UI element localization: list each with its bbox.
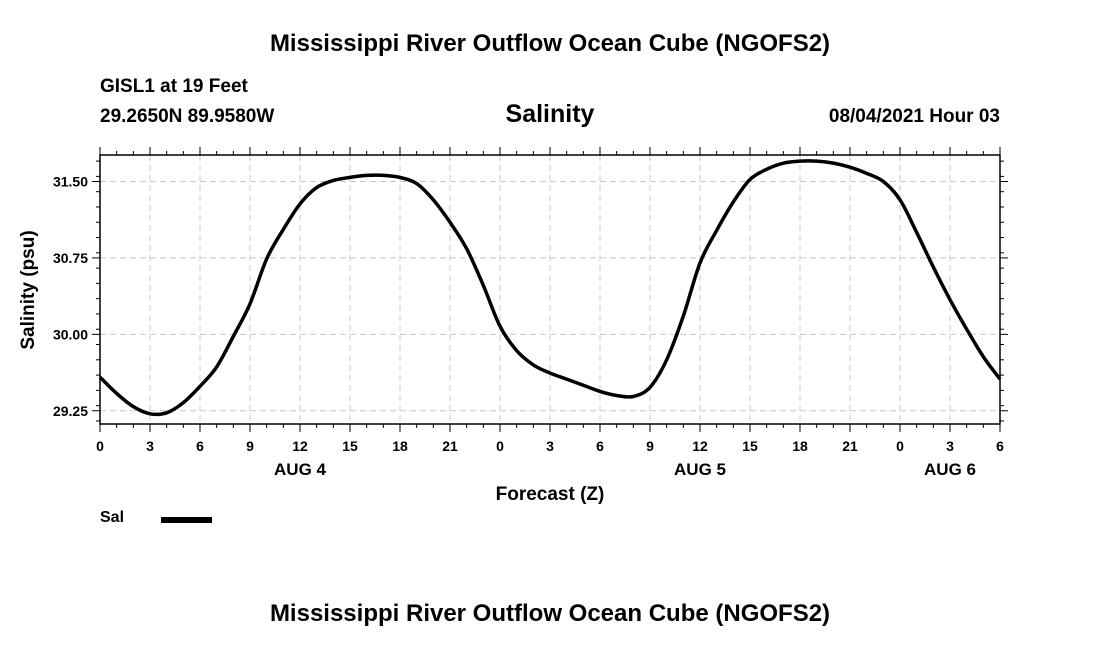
x-tick-label: 0	[96, 438, 104, 454]
plot-frame	[99, 154, 1001, 425]
x-tick-label: 0	[896, 438, 904, 454]
x-tick-label: 9	[646, 438, 654, 454]
x-tick-label: 15	[342, 438, 358, 454]
x-tick-label: 18	[792, 438, 808, 454]
legend-swatch	[161, 517, 212, 523]
date-label: AUG 5	[674, 460, 726, 479]
x-tick-labels: 0 3 6 9 12 15 18 21 0 3 6 9 12 15 18 21 0 3 6	[96, 438, 1004, 454]
grid-lines	[100, 155, 1000, 424]
x-tick-label: 3	[146, 438, 154, 454]
x-tick-label: 6	[596, 438, 604, 454]
y-tick-label: 30.75	[53, 250, 88, 266]
y-tick-label: 30.00	[53, 326, 88, 342]
x-tick-label: 12	[692, 438, 708, 454]
x-tick-label: 3	[546, 438, 554, 454]
station-label: GISL1 at 19 Feet	[100, 76, 248, 97]
x-tick-label: 6	[996, 438, 1004, 454]
y-tick-labels: 29.25 30.00 30.75 31.50	[53, 173, 88, 418]
chart-top-title: Mississippi River Outflow Ocean Cube (NG…	[269, 30, 831, 57]
x-tick-label: 21	[442, 438, 458, 454]
date-label: AUG 6	[924, 460, 976, 479]
series-line-sal	[98, 159, 1002, 417]
variable-title: Salinity	[505, 100, 595, 128]
x-tick-label: 9	[246, 438, 254, 454]
legend-label: Sal	[100, 509, 125, 526]
x-tick-label: 12	[292, 438, 308, 454]
chart-bottom-title: Mississippi River Outflow Ocean Cube (NG…	[269, 600, 831, 627]
forecast-timestamp: 08/04/2021 Hour 03	[828, 106, 1000, 127]
station-coordinates: 29.2650N 89.9580W	[100, 106, 275, 127]
date-label: AUG 4	[274, 460, 327, 479]
y-tick-label: 31.50	[53, 173, 88, 189]
x-tick-label: 3	[946, 438, 954, 454]
x-tick-label: 6	[196, 438, 204, 454]
x-axis-label: Forecast (Z)	[496, 484, 605, 505]
x-tick-label: 21	[842, 438, 858, 454]
x-tick-label: 0	[496, 438, 504, 454]
x-tick-label: 15	[742, 438, 758, 454]
y-tick-label: 29.25	[53, 403, 88, 419]
x-tick-label: 18	[392, 438, 408, 454]
date-labels: AUG 4 AUG 5 AUG 6	[274, 460, 976, 479]
y-axis-label: Salinity (psu)	[18, 230, 39, 349]
